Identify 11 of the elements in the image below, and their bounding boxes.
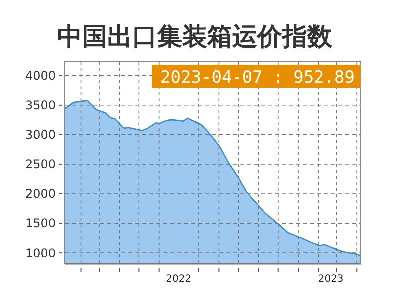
y-tick-label: 1500: [25, 216, 56, 231]
chart-title: 中国出口集装箱运价指数: [58, 22, 334, 51]
y-tick-label: 2000: [25, 187, 56, 202]
y-tick-label: 3500: [25, 98, 56, 113]
y-tick-label: 4000: [25, 69, 56, 84]
x-tick-label: 2022: [166, 274, 192, 285]
y-tick-label: 1000: [25, 246, 56, 260]
annotation: 2023-04-07 : 952.89: [160, 68, 355, 88]
y-tick-label: 2500: [25, 158, 56, 172]
x-tick-label: 2023: [318, 274, 344, 285]
y-tick-label: 3000: [25, 128, 56, 142]
